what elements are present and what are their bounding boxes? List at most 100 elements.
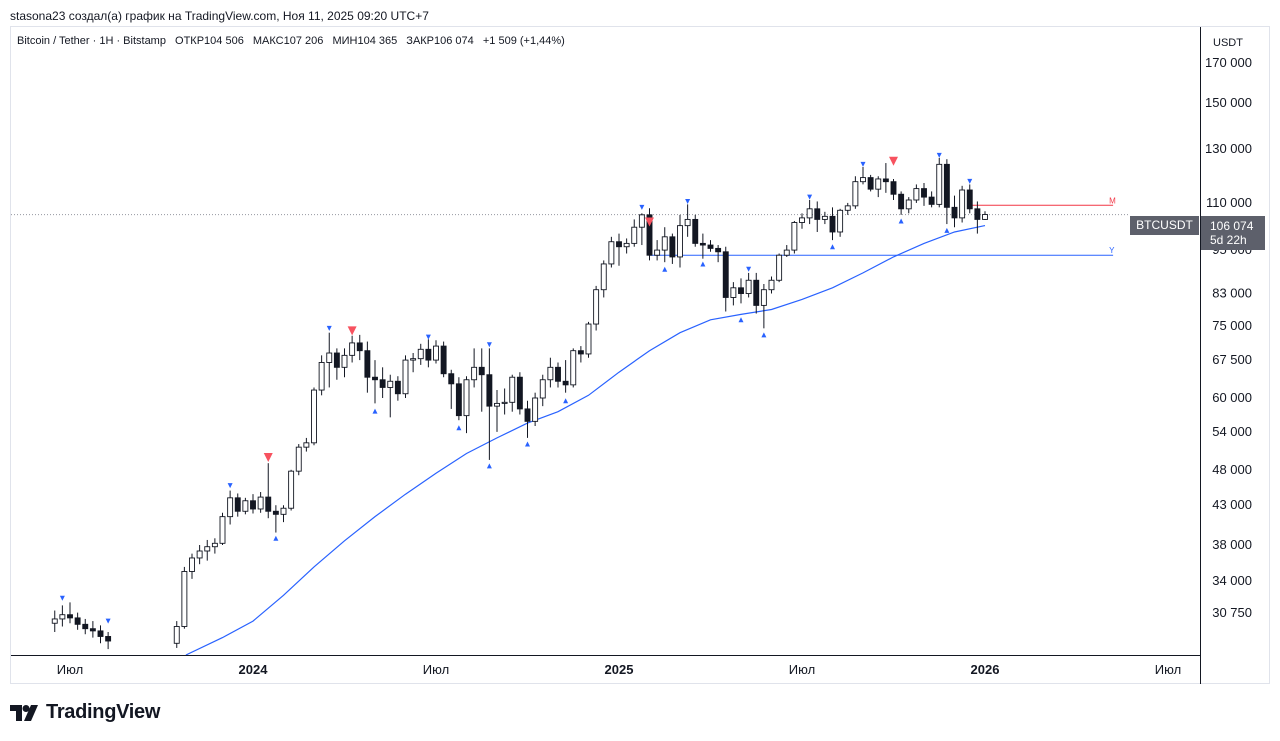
legend-symbol[interactable]: Bitcoin / Tether · 1H · Bitstamp [17,35,166,47]
candle-body [692,218,699,244]
candle-body [684,218,691,227]
candle [684,204,691,237]
candle [799,213,805,229]
candle-body [600,263,607,291]
candle-body [608,241,615,265]
candle [875,176,882,198]
candle-body [585,323,592,355]
legend-high: МАКС107 206 [252,35,324,47]
candle-body [417,348,424,360]
candle-body [882,178,889,183]
candle [67,602,73,624]
candle-body [661,236,668,251]
candle [844,202,851,215]
candle-body [51,618,58,624]
candle [943,159,950,225]
candle [471,348,478,388]
candle-body [67,614,73,619]
price-axis-tick-label: 83 000 [1212,286,1252,301]
time-axis-tick-label: Июл [423,662,449,677]
candle-body [349,342,356,356]
candle-body [921,188,927,198]
candle-body [928,196,935,205]
candle-body [791,222,798,251]
candle-body [265,496,272,512]
candle [211,538,218,554]
candle-body [211,542,218,548]
swing-low-marker [563,398,569,404]
candle [577,346,584,363]
candle [59,605,66,627]
candle-body [562,380,569,386]
candle-body [82,623,89,630]
candle-body [410,358,417,361]
candle [654,240,661,261]
candle-body [982,214,988,220]
swing-low-marker [525,441,530,447]
swing-low-marker [456,425,462,431]
candle [448,369,455,409]
candle [227,490,234,525]
candle-body [257,496,264,510]
current-price-value: 106 074 [1210,219,1254,233]
legend-close: ЗАКР106 074 [406,35,474,47]
candle [295,444,302,476]
swing-high-marker [486,342,492,348]
candle-body [699,242,706,246]
candle-body [89,628,96,632]
candle-body [524,408,531,422]
price-axis-tick-label: 130 000 [1205,141,1252,156]
candle-body [623,242,630,248]
candle [280,505,287,523]
candle [760,284,767,329]
candle [74,612,81,630]
price-axis-tick-label: 38 000 [1212,537,1252,552]
candle [776,253,783,283]
candle [966,184,973,214]
candle-body [715,247,722,253]
candle [677,214,683,268]
swing-high-marker [807,194,813,200]
sell-signal-marker [263,452,273,462]
candle-body [105,636,112,642]
candle [562,360,569,393]
candle [951,195,958,228]
candle-body [333,352,340,368]
price-axis-unit: USDT [1213,37,1243,49]
candle [265,463,272,519]
sell-signal-marker [889,156,898,166]
candle-body [768,279,775,291]
candle [387,374,394,418]
candle-body [852,181,859,207]
candle [356,334,363,361]
candle-body [356,342,363,352]
candle [768,276,775,294]
swing-low-marker [944,227,950,233]
candle [516,372,523,415]
candle-body [272,510,279,515]
candle [898,191,905,215]
candle [364,341,371,393]
candle [699,233,706,259]
candle-body [303,442,310,448]
candle-body [959,189,966,219]
tradingview-logo[interactable]: TradingView [10,701,160,724]
candle [410,353,417,373]
candle [783,245,790,257]
candle [51,610,58,633]
swing-low-marker [273,535,279,541]
candle-body [760,289,767,306]
candle-body [646,214,653,256]
sell-signal-marker [645,217,654,227]
candle-body [181,571,188,627]
candle [959,185,966,223]
candle-body [372,376,378,381]
candle [372,360,378,404]
candle [738,278,744,304]
candle-body [471,366,478,381]
chart-frame[interactable] [10,26,1270,684]
candle [753,272,760,314]
candle-body [440,345,447,375]
candle [669,233,676,264]
